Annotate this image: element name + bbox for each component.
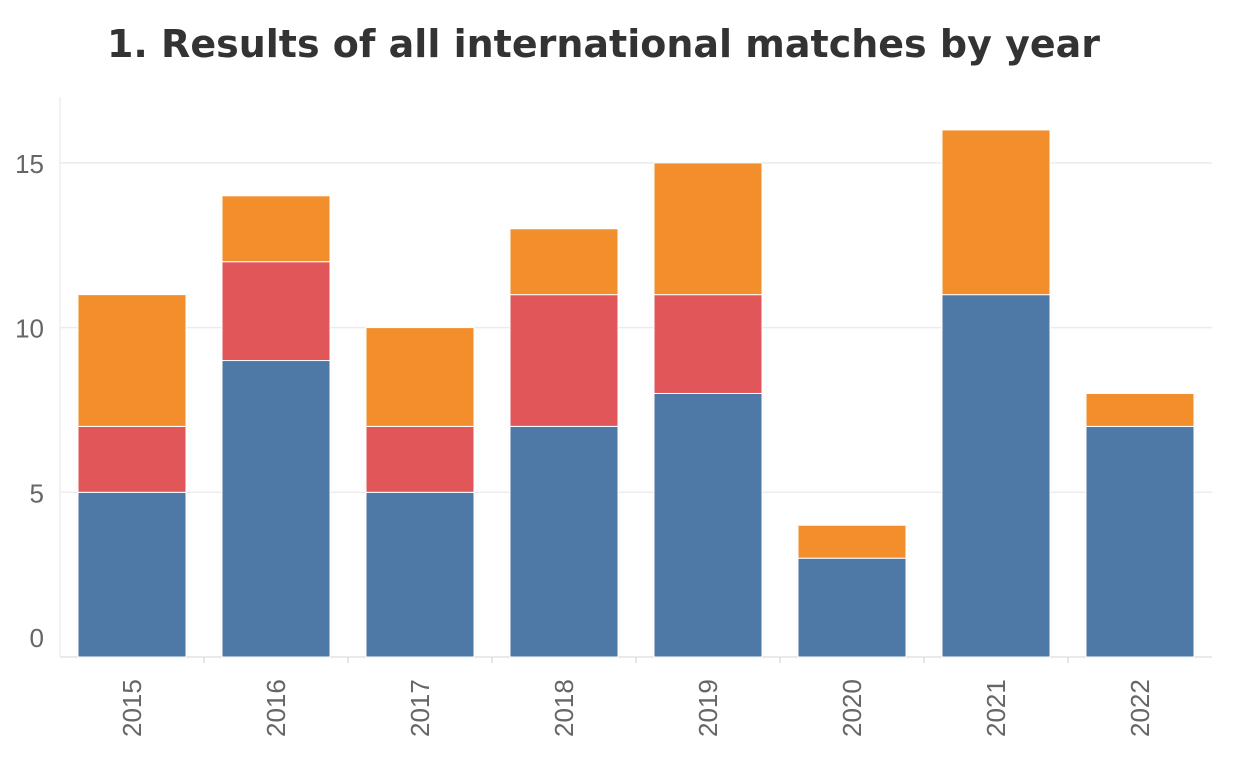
bar-segment [941,294,1051,658]
y-tick-label: 15 [15,149,44,179]
x-tick-label: 2018 [549,679,579,737]
x-tick-label: 2017 [405,679,435,737]
bar-segment [653,294,763,394]
x-tick-label: 2016 [261,679,291,737]
bar-segment [653,392,763,658]
bar-segment [509,294,619,427]
x-tick-label: 2022 [1125,679,1155,737]
bar-segment [509,425,619,658]
bar-segment [797,557,907,658]
x-tick-label: 2020 [837,679,867,737]
bar-segment [365,327,475,427]
bar-segment [221,261,331,362]
bar-segment [221,195,331,263]
x-tick-label: 2015 [117,679,147,737]
y-tick-label: 0 [30,623,44,653]
bar-segment [221,360,331,658]
y-tick-label: 10 [15,314,44,344]
bar-segment [941,129,1051,296]
bar-segment [797,524,907,559]
bar-segment [77,491,187,658]
x-tick-label: 2019 [693,679,723,737]
chart-title: 1. Results of all international matches … [106,22,1101,66]
bars [77,129,1195,658]
bar-segment [77,425,187,493]
x-axis-ticks: 2015 2016 2017 2018 2019 2020 2021 2022 [117,657,1155,737]
bar-segment [365,491,475,658]
y-tick-label: 5 [30,478,44,508]
y-axis-ticks: 0 5 10 15 [15,149,44,653]
bar-segment [653,162,763,296]
x-tick-label: 2021 [981,679,1011,737]
bar-segment [509,228,619,296]
bar-segment [365,425,475,493]
bar-segment [1085,392,1195,427]
bar-segment [1085,425,1195,658]
bar-segment [77,294,187,427]
